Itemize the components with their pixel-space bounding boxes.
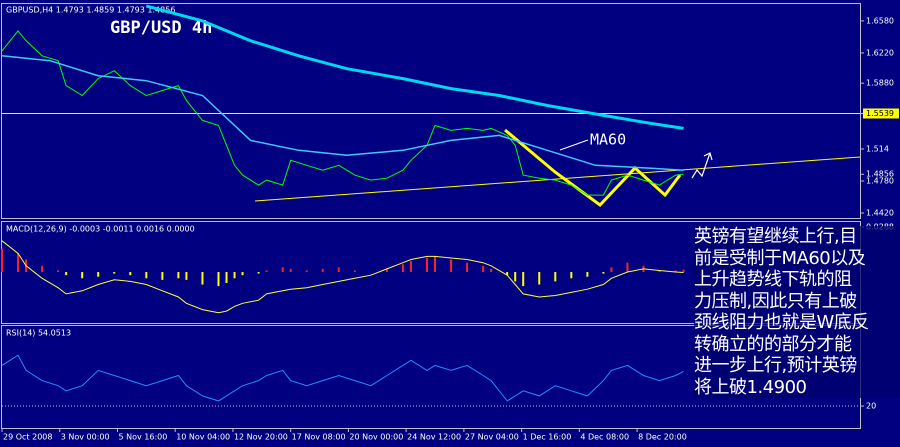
price-header: GBPUSD,H4 1.4793 1.4859 1.4793 1.4856 [6, 6, 175, 15]
rsi-header: RSI(14) 54.0513 [6, 329, 71, 338]
series-line [1, 240, 684, 314]
y-tick-label: 1.4780 [866, 176, 894, 185]
trend-drawings [254, 128, 861, 207]
tick-highlight [863, 108, 899, 119]
chart-title: GBP/USD 4h [110, 18, 212, 38]
commentary-box: 英镑有望继续上行,目 前是受制于MA60以及 上升趋势线下轨的阻 力压制,因此只有上破… [694, 226, 900, 398]
x-tick-label: 24 Nov 12:00 [407, 433, 461, 442]
x-tick-label: 10 Nov 04:00 [176, 433, 230, 442]
commentary-line: 力压制,因此只有上破 [694, 290, 857, 312]
arrow [691, 152, 711, 179]
y-tick-label: 1.5880 [866, 79, 894, 88]
y-tick-label: 1.4420 [866, 209, 894, 218]
y-tick-label: 1.514 [866, 144, 889, 153]
arrow-head [703, 152, 713, 161]
commentary-line: 颈线阻力也就是W底反 [694, 312, 869, 333]
x-tick-label: 1 Dec 16:00 [523, 433, 572, 442]
annotation: MA60 [590, 131, 626, 149]
series-line [1, 55, 684, 171]
x-tick-label: 4 Dec 08:00 [580, 433, 629, 442]
y-tick-label: 1.6580 [866, 16, 894, 25]
x-tick-label: 3 Nov 00:00 [61, 433, 110, 442]
x-tick-label: 12 Nov 20:00 [234, 433, 288, 442]
annotation-pointer [559, 139, 589, 151]
series-line [1, 354, 684, 402]
x-tick-label: 27 Nov 04:00 [465, 433, 519, 442]
commentary-line: 进一步上行,预计英镑 [694, 355, 857, 376]
y-tick-label: 1.6220 [866, 48, 894, 57]
macd-header: MACD(12,26,9) -0.0003 -0.0011 0.0016 0.0… [6, 225, 195, 234]
x-tick-label: 29 Oct 2008 [3, 433, 52, 442]
y-tick-label: 20 [866, 402, 876, 411]
y-tick-label: 1.4856 [866, 170, 894, 179]
x-tick-label: 20 Nov 00:00 [349, 433, 403, 442]
y-tick-label: 1.5539 [866, 109, 894, 118]
series-line [145, 4, 684, 130]
commentary-line: 上升趋势线下轨的阻 [694, 269, 852, 290]
commentary-line: 转确立的的部分才能 [694, 333, 852, 355]
w-pattern [504, 128, 682, 207]
commentary-line: 英镑有望继续上行,目 [694, 226, 857, 247]
x-tick-label: 17 Nov 08:00 [292, 433, 346, 442]
x-tick-label: 5 Nov 16:00 [118, 433, 167, 442]
x-tick-label: 8 Dec 20:00 [638, 433, 687, 442]
trend-line [254, 156, 861, 202]
series-line [1, 30, 684, 196]
commentary-line: 将上破1.4900 [694, 376, 807, 398]
commentary-line: 前是受制于MA60以及 [694, 247, 866, 269]
price-panel [1, 3, 861, 219]
